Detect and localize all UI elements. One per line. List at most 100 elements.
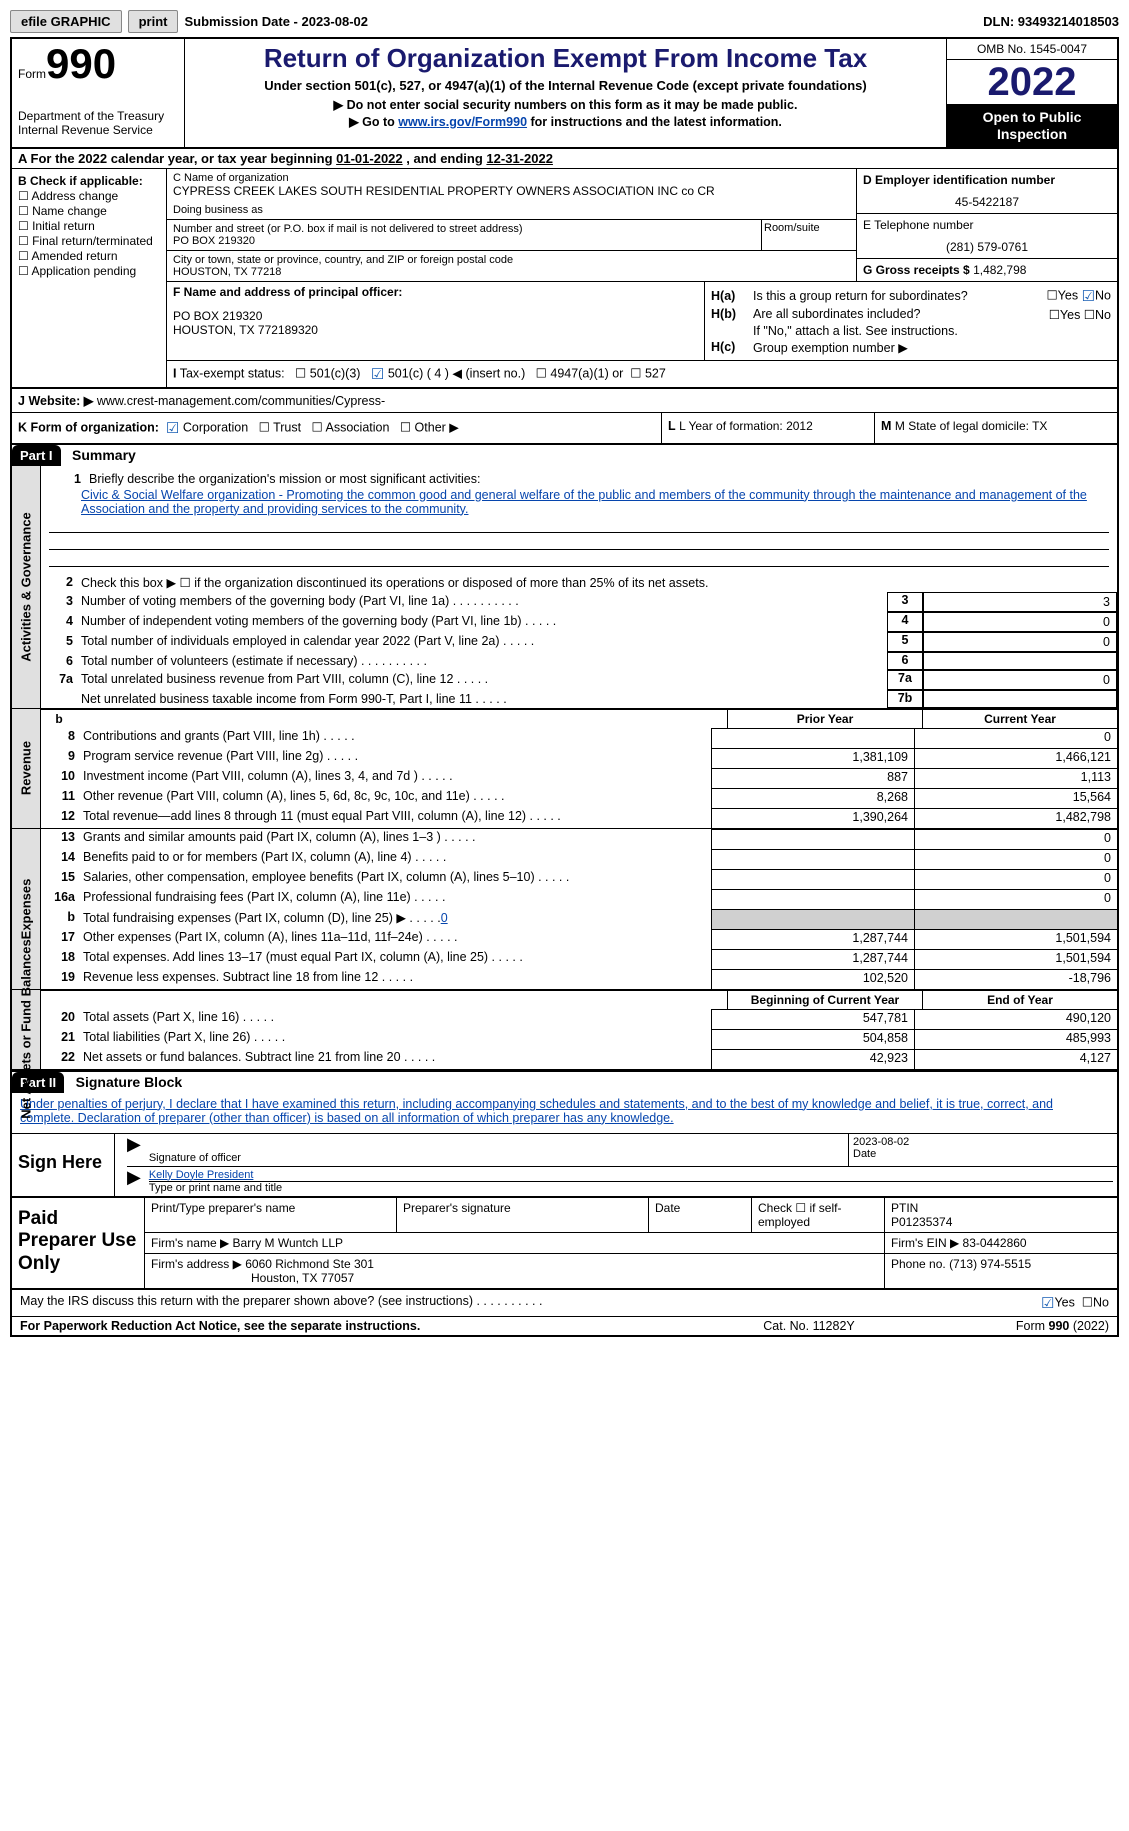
form-title: Return of Organization Exempt From Incom… bbox=[193, 43, 938, 74]
section-bcd: B Check if applicable: Address change Na… bbox=[12, 169, 1117, 388]
irs-discuss: May the IRS discuss this return with the… bbox=[12, 1290, 1117, 1316]
paid-preparer: Paid Preparer Use Only Print/Type prepar… bbox=[12, 1196, 1117, 1290]
submission-date: Submission Date - 2023-08-02 bbox=[184, 14, 368, 29]
header-right: OMB No. 1545-0047 2022 Open to Public In… bbox=[946, 39, 1117, 147]
irsq-yes-check bbox=[1041, 1295, 1054, 1309]
header-left: Form990 Department of the Treasury Inter… bbox=[12, 39, 185, 147]
dept: Department of the Treasury bbox=[18, 109, 178, 123]
table-row: 14Benefits paid to or for members (Part … bbox=[41, 849, 1117, 869]
tax-exempt-row: I Tax-exempt status: ☐ 501(c)(3) 501(c) … bbox=[167, 360, 1117, 387]
ptin: P01235374 bbox=[891, 1215, 952, 1229]
sign-here: Sign Here ▶ Signature of officer 2023-08… bbox=[12, 1133, 1117, 1196]
firm-phone: (713) 974-5515 bbox=[949, 1257, 1031, 1271]
col-d: D Employer identification number 45-5422… bbox=[856, 169, 1117, 281]
col-b: B Check if applicable: Address change Na… bbox=[12, 169, 167, 387]
state-domicile: M M State of legal domicile: TX bbox=[874, 413, 1117, 443]
vtab-exp: Expenses bbox=[19, 878, 34, 939]
vtab-net: Net Assets or Fund Balances bbox=[19, 939, 34, 1118]
table-row: 17Other expenses (Part IX, column (A), l… bbox=[41, 929, 1117, 949]
table-row: 22Net assets or fund balances. Subtract … bbox=[41, 1049, 1117, 1069]
line4-val: 0 bbox=[923, 612, 1117, 632]
firm-name: Barry M Wuntch LLP bbox=[233, 1236, 343, 1250]
firm-addr2: Houston, TX 77057 bbox=[251, 1271, 354, 1285]
chk-address[interactable]: Address change bbox=[18, 189, 160, 203]
line5-val: 0 bbox=[923, 632, 1117, 652]
revenue-section: Revenue bPrior YearCurrent Year 8Contrib… bbox=[12, 709, 1117, 829]
line3-val: 3 bbox=[923, 592, 1117, 612]
table-row: 15Salaries, other compensation, employee… bbox=[41, 869, 1117, 889]
form-990: 990 bbox=[46, 40, 116, 87]
end-year-hdr: End of Year bbox=[922, 991, 1117, 1009]
dln: DLN: 93493214018503 bbox=[983, 14, 1119, 29]
officer-name[interactable]: Kelly Doyle President bbox=[149, 1169, 254, 1181]
table-row: 11Other revenue (Part VIII, column (A), … bbox=[41, 788, 1117, 808]
expenses-section: Expenses 13Grants and similar amounts pa… bbox=[12, 829, 1117, 990]
form-sub3: ▶ Go to www.irs.gov/Form990 for instruct… bbox=[193, 114, 938, 129]
chk-amended[interactable]: Amended return bbox=[18, 249, 160, 263]
table-row: 21Total liabilities (Part X, line 26) . … bbox=[41, 1029, 1117, 1049]
current-year-hdr: Current Year bbox=[922, 710, 1117, 728]
netassets-section: Net Assets or Fund Balances Beginning of… bbox=[12, 990, 1117, 1070]
table-row: 8Contributions and grants (Part VIII, li… bbox=[41, 728, 1117, 748]
website-row: J Website: ▶ www.crest-management.com/co… bbox=[12, 388, 1117, 412]
top-bar: efile GRAPHIC print Submission Date - 20… bbox=[10, 10, 1119, 33]
table-row: 19Revenue less expenses. Subtract line 1… bbox=[41, 969, 1117, 989]
table-row: 10Investment income (Part VIII, column (… bbox=[41, 768, 1117, 788]
chk-name[interactable]: Name change bbox=[18, 204, 160, 218]
princ-addr2: HOUSTON, TX 772189320 bbox=[173, 323, 698, 337]
501c4-check bbox=[371, 366, 384, 380]
open-inspection: Open to Public Inspection bbox=[947, 105, 1117, 147]
irs-link[interactable]: www.irs.gov/Form990 bbox=[398, 115, 527, 129]
table-row: bTotal fundraising expenses (Part IX, co… bbox=[41, 909, 1117, 929]
form-container: Form990 Department of the Treasury Inter… bbox=[10, 37, 1119, 1337]
chk-initial[interactable]: Initial return bbox=[18, 219, 160, 233]
line7a-val: 0 bbox=[923, 670, 1117, 690]
line7b-val bbox=[923, 690, 1117, 708]
print-button[interactable]: print bbox=[128, 10, 179, 33]
form-word: Form bbox=[18, 67, 46, 81]
city: HOUSTON, TX 77218 bbox=[173, 266, 850, 278]
form-ref: Form 990 (2022) bbox=[909, 1319, 1109, 1333]
ein: 45-5422187 bbox=[863, 195, 1111, 209]
form-sub1: Under section 501(c), 527, or 4947(a)(1)… bbox=[193, 78, 938, 93]
table-row: 16aProfessional fundraising fees (Part I… bbox=[41, 889, 1117, 909]
begin-year-hdr: Beginning of Current Year bbox=[727, 991, 922, 1009]
row-a: A For the 2022 calendar year, or tax yea… bbox=[12, 149, 1117, 169]
vtab-ag: Activities & Governance bbox=[19, 512, 34, 662]
irs: Internal Revenue Service bbox=[18, 123, 178, 137]
corp-check bbox=[166, 420, 179, 434]
header-center: Return of Organization Exempt From Incom… bbox=[185, 39, 946, 147]
mission-text[interactable]: Civic & Social Welfare organization - Pr… bbox=[81, 488, 1087, 516]
website: www.crest-management.com/communities/Cyp… bbox=[97, 394, 385, 408]
tax-year: 2022 bbox=[947, 60, 1117, 105]
year-formation: L L Year of formation: 2012 bbox=[661, 413, 874, 443]
room-suite: Room/suite bbox=[762, 220, 856, 251]
table-row: 12Total revenue—add lines 8 through 11 (… bbox=[41, 808, 1117, 828]
firm-addr1: 6060 Richmond Ste 301 bbox=[245, 1257, 374, 1271]
chk-pending[interactable]: Application pending bbox=[18, 264, 160, 278]
prior-year-hdr: Prior Year bbox=[727, 710, 922, 728]
activities-governance: Activities & Governance 1Briefly describ… bbox=[12, 466, 1117, 709]
table-row: 18Total expenses. Add lines 13–17 (must … bbox=[41, 949, 1117, 969]
firm-ein: 83-0442860 bbox=[963, 1236, 1027, 1250]
org-name-block: C Name of organization CYPRESS CREEK LAK… bbox=[167, 169, 856, 220]
colb-title: B Check if applicable: bbox=[18, 174, 160, 188]
ha-no-check bbox=[1082, 288, 1095, 302]
princ-addr1: PO BOX 219320 bbox=[173, 309, 698, 323]
sig-date: 2023-08-02 bbox=[853, 1136, 1113, 1148]
part1-header: Part I Summary bbox=[12, 443, 1117, 466]
principal-row: F Name and address of principal officer:… bbox=[167, 281, 1117, 360]
chk-final[interactable]: Final return/terminated bbox=[18, 234, 160, 248]
efile-button[interactable]: efile GRAPHIC bbox=[10, 10, 122, 33]
form-sub2: ▶ Do not enter social security numbers o… bbox=[193, 97, 938, 112]
col-c: C Name of organization CYPRESS CREEK LAK… bbox=[167, 169, 1117, 387]
formorg-row: K Form of organization: Corporation ☐ Tr… bbox=[12, 412, 1117, 443]
city-block: City or town, state or province, country… bbox=[167, 251, 856, 281]
table-row: 13Grants and similar amounts paid (Part … bbox=[41, 829, 1117, 849]
telephone: (281) 579-0761 bbox=[863, 240, 1111, 254]
part2-header: Part II Signature Block bbox=[12, 1070, 1117, 1093]
table-row: 9Program service revenue (Part VIII, lin… bbox=[41, 748, 1117, 768]
table-row: 20Total assets (Part X, line 16) . . . .… bbox=[41, 1009, 1117, 1029]
street: PO BOX 219320 bbox=[173, 235, 755, 247]
vtab-rev: Revenue bbox=[19, 741, 34, 795]
